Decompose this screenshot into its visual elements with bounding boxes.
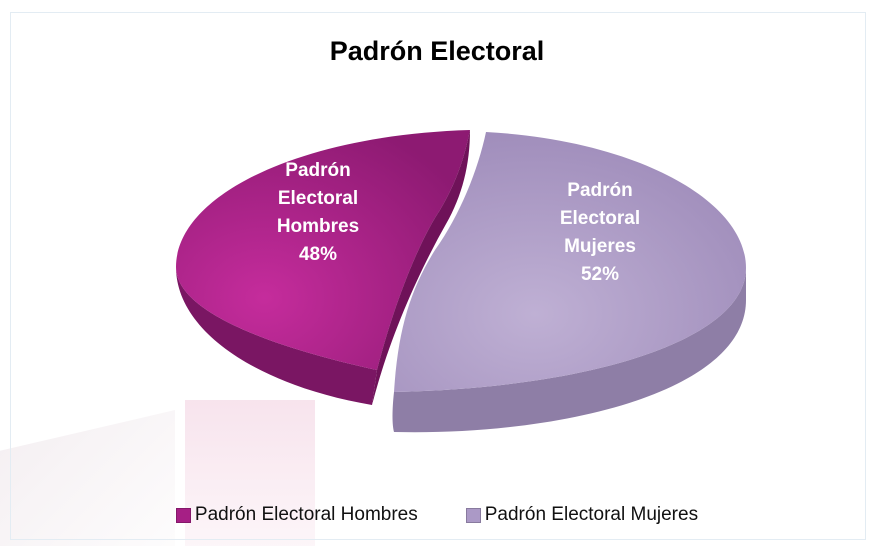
legend-swatch-hombres [175, 507, 191, 523]
slice-label-line: Mujeres [564, 236, 636, 257]
legend-entry-hombres: Padrón Electoral Hombres [175, 504, 418, 526]
slice-label-mujeres: Padrón Electoral Mujeres 52% [560, 180, 640, 285]
legend-label-mujeres: Padrón Electoral Mujeres [484, 504, 699, 525]
slice-label-line: Electoral [560, 208, 640, 229]
slice-label-line: Padrón [285, 160, 350, 181]
slice-label-line: Electoral [278, 188, 358, 209]
slice-label-line: Padrón [567, 180, 632, 201]
pie-slice-edge-hombres [372, 130, 470, 405]
pie-slice-mujeres[interactable] [394, 132, 746, 392]
chart-frame [10, 12, 866, 540]
chart-legend: Padrón Electoral Hombres Padrón Electora… [0, 504, 874, 526]
pie-slice-side-mujeres [392, 268, 746, 433]
slice-label-hombres: Padrón Electoral Hombres 48% [277, 160, 359, 265]
pie-slice-hombres[interactable] [176, 130, 470, 370]
background-decoration [185, 400, 315, 546]
slice-label-line: 48% [299, 244, 337, 265]
legend-swatch-mujeres [465, 507, 481, 523]
slice-label-line: Hombres [277, 216, 359, 237]
slice-label-line: 52% [581, 264, 619, 285]
pie-slice-side-hombres [176, 267, 377, 405]
chart-title: Padrón Electoral [329, 36, 545, 66]
legend-entry-mujeres: Padrón Electoral Mujeres [465, 504, 699, 526]
legend-label-hombres: Padrón Electoral Hombres [194, 504, 418, 525]
